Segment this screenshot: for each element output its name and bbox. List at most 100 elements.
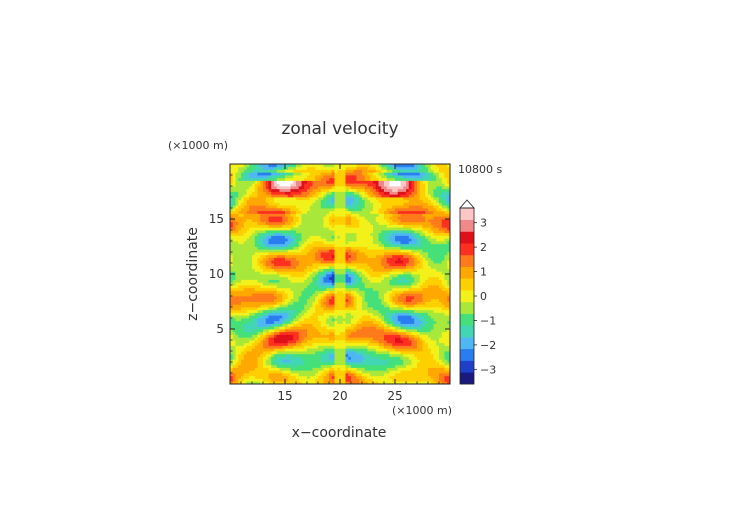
heatmap-cell: [260, 315, 264, 319]
heatmap-cell: [263, 318, 267, 322]
heatmap-cell: [362, 213, 366, 217]
heatmap-cell: [353, 183, 357, 187]
heatmap-cell: [348, 367, 352, 371]
heatmap-cell: [367, 331, 371, 335]
heatmap-cell: [348, 337, 352, 341]
heatmap-cell: [252, 342, 256, 346]
heatmap-cell: [329, 307, 333, 311]
heatmap-cell: [276, 348, 280, 352]
heatmap-cell: [296, 274, 300, 278]
heatmap-cell: [342, 342, 346, 346]
heatmap-cell: [362, 279, 366, 283]
heatmap-cell: [287, 348, 291, 352]
heatmap-cell: [348, 282, 352, 286]
heatmap-cell: [312, 318, 316, 322]
heatmap-cell: [287, 227, 291, 231]
heatmap-cell: [263, 290, 267, 294]
heatmap-cell: [293, 290, 297, 294]
heatmap-cell: [384, 364, 388, 368]
heatmap-cell: [287, 164, 291, 168]
heatmap-cell: [326, 337, 330, 341]
heatmap-cell: [348, 197, 352, 201]
heatmap-cell: [230, 296, 234, 300]
heatmap-cell: [345, 274, 349, 278]
heatmap-cell: [359, 188, 363, 192]
heatmap-cell: [276, 227, 280, 231]
heatmap-cell: [356, 202, 360, 206]
heatmap-cell: [348, 334, 352, 338]
heatmap-cell: [309, 252, 313, 256]
heatmap-cell: [384, 197, 388, 201]
heatmap-cell: [246, 309, 250, 313]
heatmap-cell: [301, 331, 305, 335]
heatmap-cell: [279, 334, 283, 338]
heatmap-cell: [285, 301, 289, 305]
heatmap-cell: [373, 282, 377, 286]
heatmap-cell: [375, 323, 379, 327]
heatmap-cell: [265, 287, 269, 291]
heatmap-cell: [395, 287, 399, 291]
heatmap-cell: [296, 290, 300, 294]
heatmap-cell: [389, 362, 393, 366]
heatmap-cell: [340, 381, 344, 385]
heatmap-cell: [241, 287, 245, 291]
heatmap-cell: [282, 309, 286, 313]
heatmap-cell: [254, 164, 258, 168]
heatmap-cell: [285, 224, 289, 228]
heatmap-cell: [276, 340, 280, 344]
heatmap-cell: [257, 293, 261, 297]
heatmap-cell: [298, 263, 302, 267]
heatmap-cell: [265, 216, 269, 220]
heatmap-cell: [246, 381, 250, 385]
heatmap-cell: [246, 351, 250, 355]
heatmap-cell: [246, 199, 250, 203]
heatmap-cell: [348, 199, 352, 203]
heatmap-cell: [362, 285, 366, 289]
heatmap-cell: [235, 287, 239, 291]
heatmap-cell: [395, 191, 399, 195]
heatmap-cell: [364, 238, 368, 242]
heatmap-cell: [356, 329, 360, 333]
heatmap-cell: [315, 265, 319, 269]
heatmap-cell: [230, 177, 234, 181]
heatmap-cell: [230, 227, 234, 231]
heatmap-cell: [285, 202, 289, 206]
heatmap-cell: [340, 287, 344, 291]
heatmap-cell: [392, 238, 396, 242]
heatmap-cell: [243, 252, 247, 256]
heatmap-cell: [384, 230, 388, 234]
heatmap-cell: [312, 188, 316, 192]
heatmap-cell: [268, 326, 272, 330]
heatmap-cell: [370, 208, 374, 212]
heatmap-cell: [384, 367, 388, 371]
heatmap-cell: [238, 249, 242, 253]
heatmap-cell: [375, 276, 379, 280]
heatmap-cell: [397, 276, 401, 280]
heatmap-cell: [389, 351, 393, 355]
heatmap-cell: [323, 183, 327, 187]
heatmap-cell: [389, 210, 393, 214]
heatmap-cell: [392, 364, 396, 368]
heatmap-cell: [238, 177, 242, 181]
heatmap-cell: [318, 238, 322, 242]
heatmap-cell: [397, 230, 401, 234]
heatmap-cell: [296, 356, 300, 360]
heatmap-cell: [268, 287, 272, 291]
heatmap-cell: [381, 241, 385, 245]
heatmap-cell: [263, 378, 267, 382]
heatmap-cell: [315, 199, 319, 203]
heatmap-cell: [326, 164, 330, 168]
heatmap-cell: [326, 298, 330, 302]
heatmap-cell: [356, 221, 360, 225]
heatmap-cell: [232, 169, 236, 173]
heatmap-cell: [331, 219, 335, 223]
heatmap-cell: [353, 282, 357, 286]
heatmap-cell: [340, 301, 344, 305]
heatmap-cell: [367, 249, 371, 253]
heatmap-cell: [260, 216, 264, 220]
heatmap-cell: [265, 337, 269, 341]
heatmap-cell: [296, 241, 300, 245]
heatmap-cell: [367, 230, 371, 234]
heatmap-cell: [304, 320, 308, 324]
heatmap-cell: [340, 180, 344, 184]
